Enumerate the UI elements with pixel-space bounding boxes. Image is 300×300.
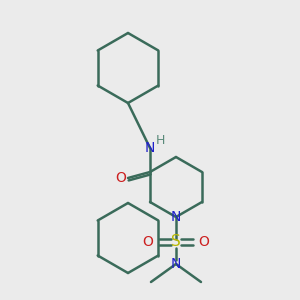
- Text: N: N: [145, 141, 155, 155]
- Text: N: N: [171, 257, 181, 271]
- Text: O: O: [199, 235, 209, 249]
- Text: H: H: [155, 134, 165, 148]
- Text: N: N: [171, 210, 181, 224]
- Text: S: S: [171, 235, 181, 250]
- Text: O: O: [116, 171, 126, 185]
- Text: O: O: [142, 235, 153, 249]
